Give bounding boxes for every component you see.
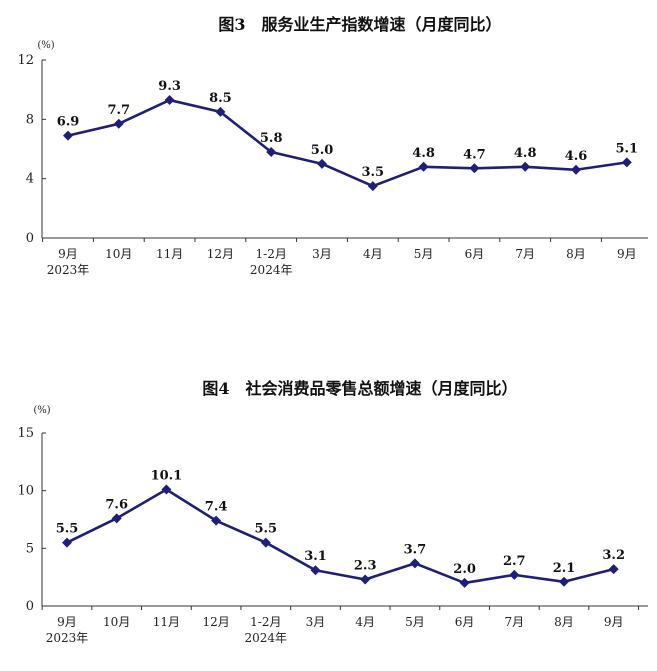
chart2-plot: 0 5 10 15 9月 10月 11月 12月 1-2月 3月 4月 5月 6月 7月 8月 9月 2023年… bbox=[17, 426, 648, 645]
chart1-data-label: 5.8 bbox=[260, 131, 283, 146]
chart2-point bbox=[310, 565, 321, 576]
chart1-point bbox=[469, 163, 480, 174]
chart1-xtick-label: 9月 bbox=[58, 247, 78, 261]
chart1-point bbox=[266, 146, 277, 157]
chart2-xtick-label: 6月 bbox=[455, 615, 475, 629]
chart2-xtick-label: 11月 bbox=[153, 615, 180, 629]
chart1-plot: 0 4 8 12 9月 10月 11月 12月 1-2月 3月 4月 5月 6月 7月 8月 9月 2023年 2… bbox=[17, 53, 648, 277]
chart2-point bbox=[211, 515, 222, 526]
chart2-data-label: 3.1 bbox=[304, 549, 327, 564]
chart2-year-label: 2024年 bbox=[245, 631, 288, 645]
chart2-year-label: 2023年 bbox=[46, 631, 89, 645]
chart2-point bbox=[509, 569, 520, 580]
chart2-unit-label: (%) bbox=[33, 405, 50, 416]
chart2-point bbox=[459, 577, 470, 588]
chart1-xtick-label: 12月 bbox=[207, 247, 234, 261]
chart2-data-label: 2.0 bbox=[453, 562, 476, 577]
chart1-data-label: 4.8 bbox=[514, 146, 537, 161]
chart2-data-label: 3.2 bbox=[602, 548, 625, 563]
chart2-ytick-label: 15 bbox=[17, 426, 34, 441]
chart2-ytick-label: 5 bbox=[26, 541, 34, 556]
chart1-data-label: 5.0 bbox=[311, 143, 334, 158]
chart2-xtick-label: 5月 bbox=[405, 615, 425, 629]
chart1-ytick-label: 8 bbox=[26, 112, 34, 127]
chart2-xtick-label: 9月 bbox=[604, 615, 624, 629]
chart2-point bbox=[608, 564, 619, 575]
chart1-ytick-label: 0 bbox=[26, 231, 34, 246]
chart2-xtick-label: 8月 bbox=[554, 615, 574, 629]
chart1-data-label: 4.6 bbox=[565, 149, 588, 164]
chart1-data-label: 4.7 bbox=[463, 147, 486, 162]
chart2-xtick-label: 9月 bbox=[57, 615, 77, 629]
chart1-xtick-label: 5月 bbox=[414, 247, 434, 261]
chart1-xtick-label: 10月 bbox=[105, 247, 132, 261]
chart2-point bbox=[360, 574, 371, 585]
chart2-data-label: 3.7 bbox=[404, 542, 427, 557]
chart1-year-label: 2023年 bbox=[47, 263, 90, 277]
chart1-point bbox=[164, 95, 175, 106]
chart2-xtick-label: 1-2月 bbox=[250, 615, 281, 629]
chart1-data-label: 7.7 bbox=[107, 103, 130, 118]
chart1-year-label: 2024年 bbox=[250, 263, 293, 277]
chart1-xtick-label: 7月 bbox=[515, 247, 535, 261]
chart2-series-line bbox=[66, 488, 615, 585]
chart1-point bbox=[571, 164, 581, 175]
chart1-data-label: 8.5 bbox=[209, 91, 232, 106]
chart1-ytick-label: 4 bbox=[26, 172, 34, 187]
chart1-data-label: 6.9 bbox=[57, 115, 80, 130]
chart1-point bbox=[317, 158, 327, 169]
chart2-xtick-label: 12月 bbox=[202, 615, 229, 629]
chart2-data-label: 7.6 bbox=[105, 497, 128, 512]
chart2-data-label: 7.4 bbox=[205, 500, 228, 515]
chart1-unit-label: (%) bbox=[37, 40, 54, 51]
chart2-data-label: 10.1 bbox=[151, 469, 183, 484]
chart1-data-label: 4.8 bbox=[412, 146, 435, 161]
chart1-xtick-label: 8月 bbox=[566, 247, 586, 261]
chart2-point bbox=[161, 484, 172, 495]
chart1-xtick-label: 6月 bbox=[465, 247, 485, 261]
chart2-data-label: 5.5 bbox=[254, 522, 277, 537]
chart2-data-label: 2.7 bbox=[503, 554, 526, 569]
chart1-point bbox=[418, 161, 429, 172]
chart1-title: 图3 服务业生产指数增速（月度同比） bbox=[218, 15, 501, 34]
chart1-point bbox=[63, 130, 73, 141]
chart2-data-label: 2.1 bbox=[553, 561, 576, 576]
chart1-xtick-label: 11月 bbox=[156, 247, 183, 261]
chart2-ytick-label: 0 bbox=[26, 599, 34, 614]
chart1-point bbox=[621, 157, 632, 168]
chart2-point bbox=[409, 558, 420, 569]
chart2-data-label: 2.3 bbox=[354, 558, 377, 573]
chart2-point bbox=[62, 537, 72, 548]
chart1-point bbox=[113, 118, 124, 129]
chart2-point bbox=[111, 513, 122, 524]
chart1-point bbox=[520, 161, 531, 172]
chart2-xtick-label: 4月 bbox=[355, 615, 375, 629]
chart2-point bbox=[260, 537, 271, 548]
chart1-data-label: 3.5 bbox=[361, 165, 384, 180]
chart1-point bbox=[367, 181, 378, 192]
chart1-data-label: 9.3 bbox=[158, 79, 181, 94]
chart1-ytick-label: 12 bbox=[17, 53, 34, 68]
chart1-point bbox=[215, 106, 226, 117]
chart1-xtick-label: 4月 bbox=[363, 247, 383, 261]
chart1-series-line bbox=[67, 98, 627, 188]
chart2-xtick-label: 7月 bbox=[504, 615, 524, 629]
chart1-data-label: 5.1 bbox=[615, 141, 638, 156]
chart2-xtick-label: 10月 bbox=[103, 615, 130, 629]
chart2-xtick-label: 3月 bbox=[306, 615, 326, 629]
chart2-ytick-label: 10 bbox=[17, 484, 34, 499]
chart2-data-label: 5.5 bbox=[56, 522, 79, 537]
chart2-title: 图4 社会消费品零售总额增速（月度同比） bbox=[202, 379, 517, 398]
chart1-xtick-label: 9月 bbox=[617, 247, 637, 261]
chart1-xtick-label: 3月 bbox=[312, 247, 332, 261]
chart2-point bbox=[559, 576, 569, 587]
chart1-xtick-label: 1-2月 bbox=[256, 247, 287, 261]
